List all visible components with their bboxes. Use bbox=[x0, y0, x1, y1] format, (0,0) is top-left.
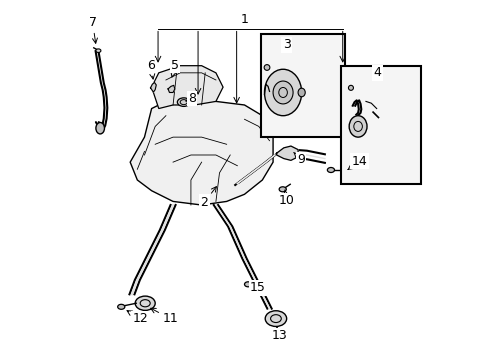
Text: 6: 6 bbox=[147, 59, 155, 79]
Polygon shape bbox=[276, 146, 298, 160]
Text: 3: 3 bbox=[282, 39, 290, 51]
Text: 11: 11 bbox=[150, 308, 178, 325]
Ellipse shape bbox=[279, 187, 285, 192]
Text: 2: 2 bbox=[200, 186, 216, 209]
Ellipse shape bbox=[177, 98, 190, 107]
Ellipse shape bbox=[96, 49, 101, 53]
Ellipse shape bbox=[118, 304, 124, 309]
Text: 15: 15 bbox=[250, 282, 265, 294]
Polygon shape bbox=[151, 66, 223, 109]
Text: 5: 5 bbox=[171, 59, 179, 77]
Text: 12: 12 bbox=[127, 311, 148, 325]
Text: 14: 14 bbox=[347, 154, 366, 170]
Ellipse shape bbox=[348, 116, 366, 137]
Polygon shape bbox=[130, 98, 272, 205]
Ellipse shape bbox=[264, 64, 269, 70]
Polygon shape bbox=[150, 82, 156, 92]
Ellipse shape bbox=[244, 282, 251, 287]
Bar bbox=[260, 33, 344, 137]
Ellipse shape bbox=[96, 122, 104, 134]
Ellipse shape bbox=[348, 85, 353, 90]
Text: 1: 1 bbox=[240, 13, 248, 26]
Ellipse shape bbox=[264, 311, 286, 327]
Bar bbox=[340, 66, 421, 184]
Ellipse shape bbox=[264, 69, 301, 116]
Text: 7: 7 bbox=[88, 16, 97, 43]
Ellipse shape bbox=[298, 88, 305, 97]
Text: 4: 4 bbox=[373, 66, 381, 79]
Ellipse shape bbox=[326, 167, 334, 172]
Text: 9: 9 bbox=[293, 152, 304, 166]
Text: 10: 10 bbox=[278, 190, 294, 207]
Ellipse shape bbox=[272, 81, 292, 104]
Polygon shape bbox=[168, 85, 175, 93]
Text: 13: 13 bbox=[271, 327, 287, 342]
Text: 8: 8 bbox=[185, 92, 196, 105]
Ellipse shape bbox=[135, 296, 155, 310]
